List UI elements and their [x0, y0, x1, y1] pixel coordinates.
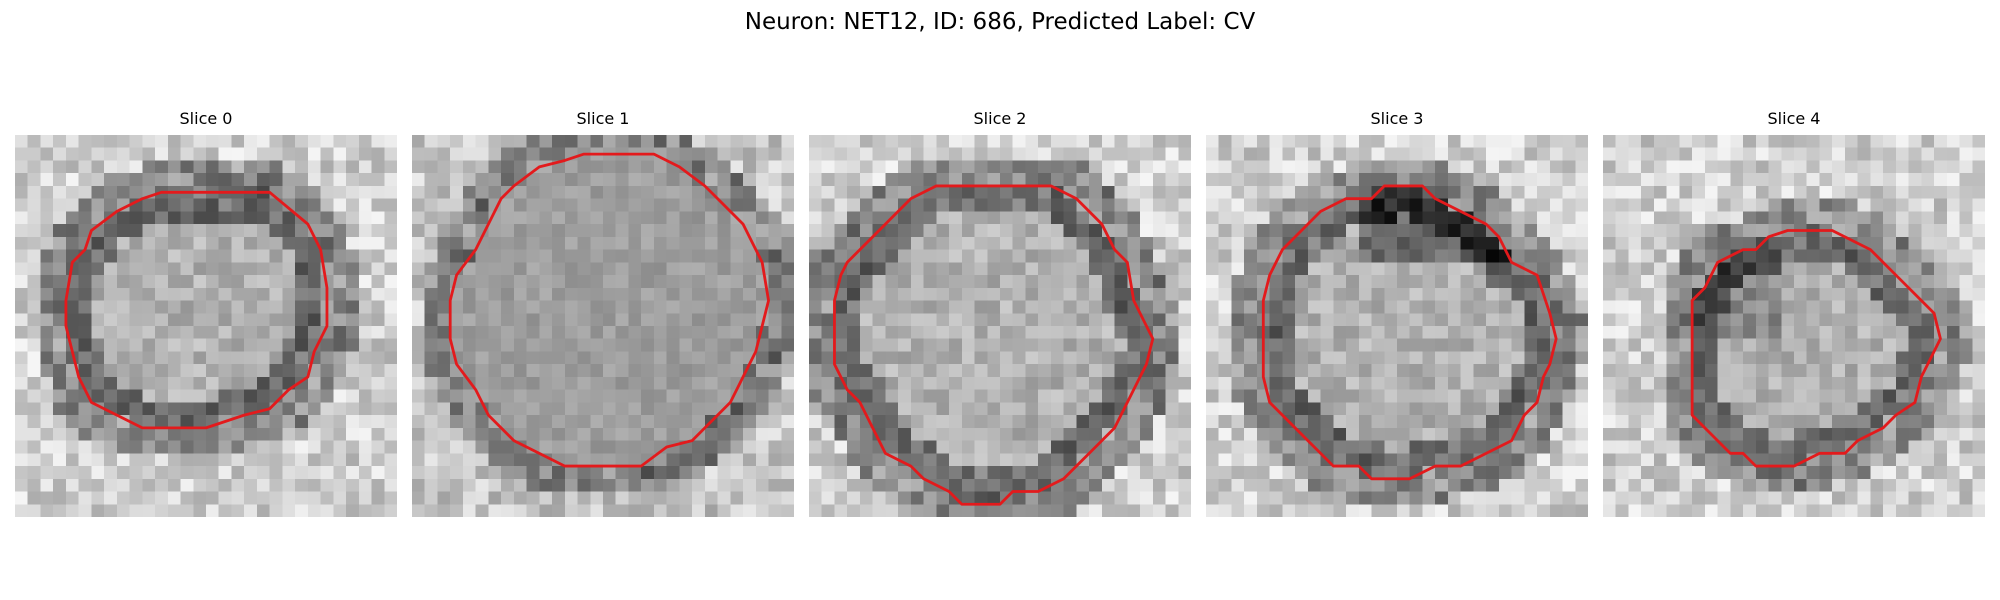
contour-4 — [1690, 229, 1942, 468]
slice-panel-4: Slice 4 — [1603, 108, 1985, 517]
contour-1 — [448, 152, 770, 468]
slice-image-1 — [412, 135, 794, 517]
slice-title-2: Slice 2 — [973, 109, 1027, 128]
slice-panel-0: Slice 0 — [15, 108, 397, 517]
slice-image-2 — [809, 135, 1191, 517]
slice-panel-3: Slice 3 — [1206, 108, 1588, 517]
slice-title-0: Slice 0 — [179, 109, 233, 128]
slice-image-4 — [1603, 135, 1985, 517]
slice-image-0 — [15, 135, 397, 517]
contour-0 — [64, 190, 329, 430]
figure-title: Neuron: NET12, ID: 686, Predicted Label:… — [744, 9, 1256, 35]
slice-title-4: Slice 4 — [1767, 109, 1821, 128]
slice-image-3 — [1206, 135, 1588, 517]
slice-panel-1: Slice 1 — [412, 108, 794, 517]
slice-title-1: Slice 1 — [576, 109, 630, 128]
slice-title-3: Slice 3 — [1370, 109, 1424, 128]
slice-panel-2: Slice 2 — [809, 108, 1191, 517]
contour-2 — [833, 184, 1155, 506]
contour-3 — [1261, 184, 1558, 481]
